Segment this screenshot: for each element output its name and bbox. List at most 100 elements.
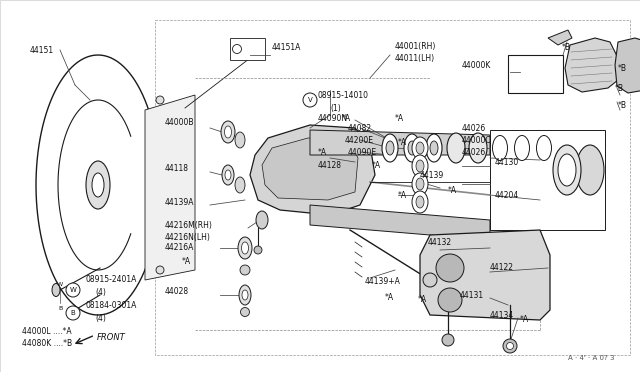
Ellipse shape bbox=[426, 134, 442, 162]
Ellipse shape bbox=[225, 126, 232, 138]
Text: (4): (4) bbox=[95, 314, 106, 323]
Polygon shape bbox=[420, 230, 550, 320]
Text: 44216A: 44216A bbox=[165, 244, 195, 253]
Ellipse shape bbox=[430, 141, 438, 155]
Text: 44026: 44026 bbox=[462, 148, 486, 157]
Text: 44090E: 44090E bbox=[348, 148, 377, 157]
Polygon shape bbox=[145, 95, 195, 280]
Text: W: W bbox=[70, 287, 76, 293]
Text: 08915-2401A: 08915-2401A bbox=[85, 276, 136, 285]
Ellipse shape bbox=[447, 133, 465, 163]
Ellipse shape bbox=[515, 135, 529, 160]
Polygon shape bbox=[548, 30, 572, 45]
Ellipse shape bbox=[382, 134, 398, 162]
Ellipse shape bbox=[404, 134, 420, 162]
Polygon shape bbox=[230, 38, 265, 60]
Circle shape bbox=[232, 45, 241, 54]
Text: V: V bbox=[308, 97, 312, 103]
Circle shape bbox=[442, 334, 454, 346]
Text: 44130: 44130 bbox=[495, 157, 519, 167]
Ellipse shape bbox=[416, 196, 424, 208]
Circle shape bbox=[66, 283, 80, 297]
Text: *A: *A bbox=[342, 113, 351, 122]
Ellipse shape bbox=[412, 191, 428, 213]
Circle shape bbox=[438, 288, 462, 312]
Text: *A: *A bbox=[318, 148, 327, 157]
Text: 44028: 44028 bbox=[165, 288, 189, 296]
Ellipse shape bbox=[412, 173, 428, 195]
Ellipse shape bbox=[238, 237, 252, 259]
Text: 44216M(RH): 44216M(RH) bbox=[165, 221, 213, 230]
Polygon shape bbox=[310, 130, 490, 155]
Text: 08184-0301A: 08184-0301A bbox=[85, 301, 136, 310]
Text: *B: *B bbox=[618, 100, 627, 109]
Circle shape bbox=[67, 308, 77, 318]
Polygon shape bbox=[310, 205, 490, 240]
Text: *A: *A bbox=[372, 160, 381, 170]
Text: *B: *B bbox=[618, 64, 627, 73]
Bar bbox=[490, 130, 605, 230]
Ellipse shape bbox=[412, 137, 428, 159]
Text: *A: *A bbox=[182, 257, 191, 266]
Ellipse shape bbox=[416, 142, 424, 154]
Ellipse shape bbox=[225, 170, 231, 180]
Text: 44204: 44204 bbox=[495, 190, 519, 199]
Text: 44128: 44128 bbox=[318, 160, 342, 170]
Circle shape bbox=[436, 254, 464, 282]
Text: 44151: 44151 bbox=[30, 45, 54, 55]
Text: A · 4' · A 0? 3: A · 4' · A 0? 3 bbox=[568, 355, 615, 361]
Ellipse shape bbox=[536, 135, 552, 160]
Text: *B: *B bbox=[562, 42, 571, 51]
Polygon shape bbox=[250, 125, 375, 215]
Text: *B: *B bbox=[615, 83, 624, 93]
Text: 44082: 44082 bbox=[348, 124, 372, 132]
Text: FRONT: FRONT bbox=[97, 334, 125, 343]
Ellipse shape bbox=[92, 173, 104, 197]
Text: *A: *A bbox=[385, 294, 394, 302]
Text: (1): (1) bbox=[330, 103, 340, 112]
Text: 44131: 44131 bbox=[460, 291, 484, 299]
Circle shape bbox=[241, 308, 250, 317]
Text: B: B bbox=[70, 310, 76, 316]
Bar bbox=[567, 145, 591, 195]
Text: 44026: 44026 bbox=[462, 124, 486, 132]
Text: B: B bbox=[58, 305, 62, 311]
Ellipse shape bbox=[408, 141, 416, 155]
Text: (4): (4) bbox=[95, 288, 106, 296]
Text: *A: *A bbox=[398, 138, 407, 147]
Circle shape bbox=[156, 96, 164, 104]
Polygon shape bbox=[565, 38, 618, 92]
Text: 44001(RH): 44001(RH) bbox=[395, 42, 436, 51]
Text: 44139A: 44139A bbox=[165, 198, 195, 206]
Text: *A: *A bbox=[418, 295, 427, 305]
Ellipse shape bbox=[469, 133, 487, 163]
Ellipse shape bbox=[222, 165, 234, 185]
Circle shape bbox=[423, 273, 437, 287]
Text: 44132: 44132 bbox=[428, 237, 452, 247]
Ellipse shape bbox=[241, 242, 248, 254]
Text: 44000K: 44000K bbox=[462, 61, 492, 70]
Ellipse shape bbox=[52, 283, 60, 296]
Ellipse shape bbox=[221, 121, 235, 143]
Text: *A: *A bbox=[448, 186, 457, 195]
Ellipse shape bbox=[235, 177, 245, 193]
Polygon shape bbox=[262, 138, 358, 200]
Text: 44080K ....*B: 44080K ....*B bbox=[22, 340, 72, 349]
Text: 44122: 44122 bbox=[490, 263, 514, 273]
Circle shape bbox=[240, 265, 250, 275]
Ellipse shape bbox=[86, 161, 110, 209]
Circle shape bbox=[506, 343, 513, 350]
Ellipse shape bbox=[576, 145, 604, 195]
Text: 44151A: 44151A bbox=[272, 42, 301, 51]
Ellipse shape bbox=[416, 160, 424, 172]
Text: 44139+A: 44139+A bbox=[365, 278, 401, 286]
Circle shape bbox=[303, 93, 317, 107]
Text: 44134: 44134 bbox=[490, 311, 515, 320]
Text: *A: *A bbox=[520, 315, 529, 324]
Text: 44090N: 44090N bbox=[318, 113, 348, 122]
Circle shape bbox=[254, 246, 262, 254]
Ellipse shape bbox=[553, 145, 581, 195]
Text: W: W bbox=[57, 282, 63, 288]
Ellipse shape bbox=[256, 211, 268, 229]
Ellipse shape bbox=[416, 178, 424, 190]
